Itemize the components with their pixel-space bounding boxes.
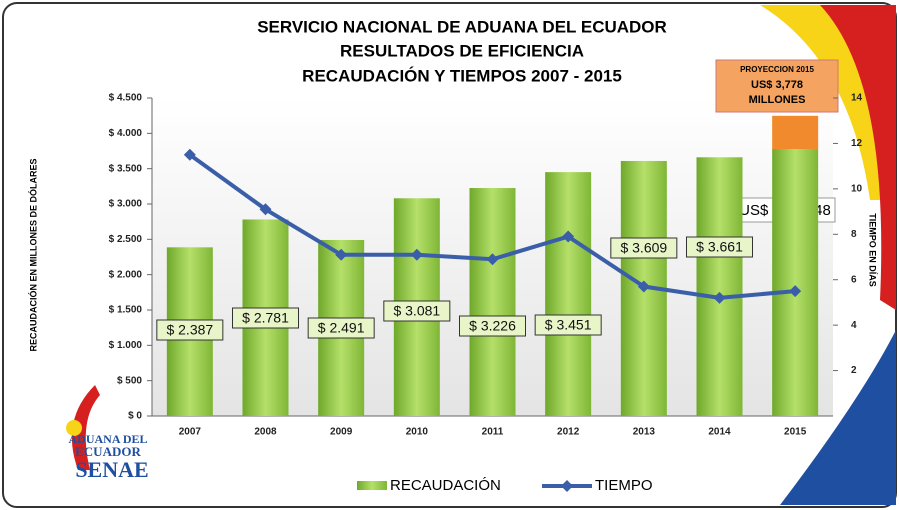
annotation: MILLONES bbox=[749, 94, 806, 106]
marker bbox=[637, 280, 650, 293]
marker bbox=[183, 148, 196, 161]
data-label: $ 2.387 bbox=[166, 322, 213, 338]
x-tick-label: 2011 bbox=[482, 427, 504, 438]
y-tick-label: $ 2.500 bbox=[109, 234, 143, 245]
data-label-box bbox=[383, 300, 451, 322]
data-label-box bbox=[307, 317, 375, 339]
data-label: $ 3.081 bbox=[393, 303, 440, 319]
bar bbox=[469, 188, 516, 416]
y-tick-label: $ 4.500 bbox=[109, 93, 143, 104]
y-tick-label: $ 0 bbox=[128, 411, 142, 422]
y-tick-label: $ 4.000 bbox=[109, 128, 143, 139]
data-label: $ 3.226 bbox=[469, 318, 516, 334]
logo-text: ADUANA DEL bbox=[68, 432, 147, 446]
y-tick-label: $ 1.500 bbox=[109, 305, 143, 316]
logo-mark bbox=[71, 385, 100, 470]
logo-mark bbox=[66, 420, 82, 436]
title: RECAUDACIÓN Y TIEMPOS 2007 - 2015 bbox=[302, 66, 622, 85]
annotation: US$ 3,778 bbox=[751, 79, 803, 91]
y-axis-label: RECAUDACIÓN EN MILLONES DE DÓLARES bbox=[27, 158, 38, 351]
data-label-box bbox=[232, 307, 299, 329]
marker bbox=[562, 230, 575, 243]
x-tick-label: 2013 bbox=[633, 427, 656, 438]
legend-swatch bbox=[561, 480, 573, 492]
x-tick-label: 2009 bbox=[330, 427, 353, 438]
x-tick-label: 2015 bbox=[784, 427, 807, 438]
y-tick-label: $ 3.500 bbox=[109, 163, 143, 174]
marker bbox=[486, 253, 499, 266]
title: SERVICIO NACIONAL DE ADUANA DEL ECUADOR bbox=[257, 17, 667, 36]
y-tick-label: $ 500 bbox=[117, 375, 142, 386]
data-label: $ 3.609 bbox=[620, 240, 667, 256]
y2-tick-label: 4 bbox=[851, 320, 857, 331]
marker bbox=[789, 285, 802, 298]
logo-text: SENAE bbox=[75, 457, 148, 482]
marker bbox=[259, 203, 272, 216]
legend-label: RECAUDACIÓN bbox=[390, 477, 501, 494]
x-tick-label: 2008 bbox=[254, 427, 277, 438]
annotation-box bbox=[715, 59, 839, 113]
bar bbox=[696, 157, 743, 416]
title: RESULTADOS DE EFICIENCIA bbox=[340, 41, 584, 60]
data-label: $ 2.781 bbox=[242, 310, 289, 326]
y2-axis-label: TIEMPO EN DÍAS bbox=[868, 213, 878, 287]
y2-tick-label: 6 bbox=[851, 274, 857, 285]
x-tick-label: 2010 bbox=[406, 427, 429, 438]
data-label: $ 3.661 bbox=[696, 239, 743, 255]
y2-tick-label: 2 bbox=[851, 365, 857, 376]
bar bbox=[545, 172, 592, 416]
marker bbox=[410, 248, 423, 261]
data-label-box bbox=[686, 236, 753, 258]
data-label-box bbox=[459, 315, 526, 337]
y-tick-label: $ 3.000 bbox=[109, 199, 143, 210]
y2-tick-label: 10 bbox=[851, 183, 863, 194]
data-label-box bbox=[156, 319, 224, 341]
y-tick-label: $ 1.000 bbox=[109, 340, 143, 351]
x-tick-label: 2014 bbox=[708, 427, 731, 438]
data-label: $ 2.491 bbox=[318, 320, 365, 336]
x-tick-label: 2012 bbox=[557, 427, 580, 438]
x-tick-label: 2007 bbox=[179, 427, 202, 438]
y2-tick-label: 14 bbox=[851, 93, 863, 104]
legend-swatch bbox=[357, 481, 387, 490]
bar bbox=[772, 115, 819, 150]
y-tick-label: $ 2.000 bbox=[109, 269, 143, 280]
data-label: $ 3.451 bbox=[545, 317, 592, 333]
annotation: PROYECCION 2015 bbox=[740, 65, 814, 74]
bar bbox=[772, 149, 819, 416]
data-label-box bbox=[610, 237, 678, 259]
marker bbox=[713, 291, 726, 304]
data-label-box bbox=[534, 314, 602, 336]
y2-tick-label: 12 bbox=[851, 138, 863, 149]
y2-tick-label: 8 bbox=[851, 229, 857, 240]
legend-label: TIEMPO bbox=[595, 477, 653, 494]
logo-text: ECUADOR bbox=[75, 444, 141, 459]
decor-blue bbox=[780, 330, 896, 505]
marker bbox=[335, 248, 348, 261]
decor-red bbox=[820, 5, 896, 310]
